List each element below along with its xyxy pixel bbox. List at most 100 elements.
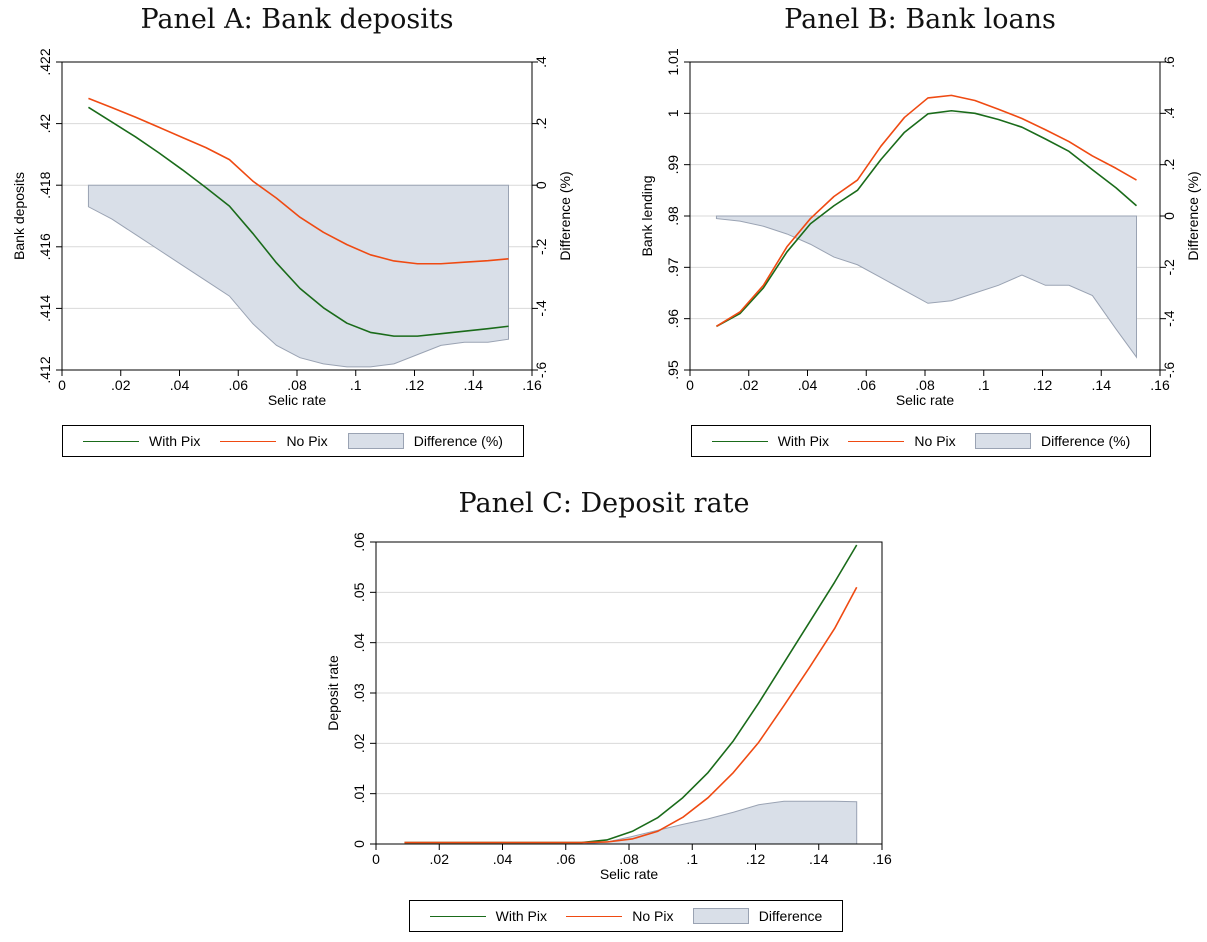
- panel-a-y-tick-label: .418: [37, 171, 53, 198]
- legend-item: Difference (%): [975, 433, 1130, 449]
- panel-a-x-tick-label: .04: [170, 377, 190, 393]
- panel-c-y-tick-label: .04: [351, 633, 367, 653]
- panel-a-y-tick-label: .412: [37, 356, 53, 383]
- panel-b-y-axis-label: Bank lending: [639, 176, 655, 257]
- panel-a-y-tick-label: .42: [37, 114, 53, 134]
- panel-b-chart: 0 .02 .04 .06 .08 .1 .12 .14 .16 Selic rate .95 .96…: [639, 48, 1201, 408]
- panel-b-x-tick-label: .14: [1092, 377, 1112, 393]
- panel-a-y2-tick-label: -.2: [533, 238, 549, 255]
- panel-b-with-pix-line: [716, 109, 1138, 328]
- legend-area-swatch: [347, 433, 404, 449]
- panel-b-y2-tick-label: -.4: [1161, 310, 1177, 327]
- legend-label: With Pix: [777, 433, 830, 449]
- panel-a-legend: With Pix No Pix Difference (%): [62, 425, 524, 457]
- legend-label: With Pix: [495, 908, 547, 924]
- panel-a-y-tick-label: .422: [37, 48, 53, 75]
- panel-b-x-tick-label: .02: [739, 377, 759, 393]
- panel-b-title: Panel B: Bank loans: [784, 4, 1056, 35]
- legend-line-swatch: [711, 440, 768, 442]
- panel-a-y-tick-label: .416: [37, 233, 53, 260]
- panel-a-x-tick-label: .06: [229, 377, 249, 393]
- panel-b-y-tick-label: 1.01: [665, 48, 681, 75]
- legend-line-swatch: [220, 440, 277, 442]
- panel-a-x-tick-label: .16: [522, 377, 542, 393]
- panel-b-difference-area: [715, 215, 1137, 359]
- panel-c-legend: With Pix No Pix Difference: [409, 900, 843, 932]
- legend-item: With Pix: [711, 433, 830, 449]
- panel-c-x-tick-label: .04: [493, 851, 513, 867]
- legend-item: No Pix: [220, 433, 328, 449]
- panel-b-x-tick-label: .06: [857, 377, 877, 393]
- panel-b-x-tick-label: .04: [798, 377, 818, 393]
- panel-b-y2-tick-label: 0: [1161, 212, 1177, 220]
- legend-item: No Pix: [848, 433, 956, 449]
- panel-c-x-tick-label: .14: [809, 851, 829, 867]
- panel-a-difference-area: [87, 184, 509, 368]
- panel-a-y2-tick-label: 0: [533, 181, 549, 189]
- panel-c-x-tick-label: .08: [619, 851, 639, 867]
- panel-c-no-pix-line: [404, 586, 858, 844]
- legend-label: Difference: [758, 908, 823, 924]
- panel-b-x-tick-label: .08: [915, 377, 935, 393]
- legend-label: Difference (%): [413, 433, 503, 449]
- panel-b-y-tick-label: .96: [665, 309, 681, 329]
- panel-c-x-axis-label: Selic rate: [600, 866, 659, 882]
- panel-a-y-axis-label: Bank deposits: [11, 172, 27, 260]
- panel-b-x-tick-label: .1: [978, 377, 990, 393]
- legend-item: Difference: [692, 908, 823, 924]
- panel-b-no-pix-line: [716, 94, 1137, 328]
- panel-c-y-tick-label: .01: [351, 784, 367, 804]
- panel-c-chart: 0 .02 .04 .06 .08 .1 .12 .14 .16 Selic rate 0 .01 .0…: [325, 532, 892, 882]
- panel-a-y2-tick-label: -.6: [533, 362, 549, 379]
- panel-b-y2-tick-label: -.6: [1161, 362, 1177, 379]
- panel-c-title: Panel C: Deposit rate: [458, 488, 750, 519]
- panel-b-y2-axis-label: Difference (%): [1185, 171, 1201, 260]
- panel-c-x-tick-label: .06: [556, 851, 576, 867]
- panel-a-x-tick-label: .08: [287, 377, 307, 393]
- panel-b-y2-tick-label: -.2: [1161, 259, 1177, 276]
- panel-b-y-tick-label: .98: [665, 206, 681, 226]
- legend-item: With Pix: [429, 908, 547, 924]
- panel-b-x-tick-label: .16: [1150, 377, 1170, 393]
- panel-c-y-tick-label: .03: [351, 683, 367, 703]
- panel-a-y2-tick-label: .4: [533, 56, 549, 68]
- legend-line-swatch: [848, 440, 905, 442]
- panel-a-title: Panel A: Bank deposits: [140, 4, 454, 35]
- panel-a-y-tick-label: .414: [37, 295, 53, 322]
- panel-c-with-pix-line: [404, 544, 858, 844]
- panel-c-y-tick-label: .05: [351, 582, 367, 602]
- panel-c-y-axis-label: Deposit rate: [325, 655, 341, 731]
- panel-b-x-tick-label: 0: [686, 377, 694, 393]
- panel-c-difference-area: [404, 800, 858, 845]
- panel-c-x-tick-label: .02: [430, 851, 450, 867]
- panel-a-y2-tick-label: -.4: [533, 300, 549, 317]
- panel-c-x-tick-label: 0: [372, 851, 380, 867]
- panel-a-x-tick-label: .02: [111, 377, 131, 393]
- panel-a-y2-tick-label: .2: [533, 118, 549, 130]
- panel-b-x-tick-label: .12: [1033, 377, 1053, 393]
- panel-b-y2-tick-label: .2: [1161, 159, 1177, 171]
- panel-c-y-tick-label: .02: [351, 733, 367, 753]
- panel-c-x-tick-label: .16: [872, 851, 892, 867]
- legend-area-swatch: [975, 433, 1032, 449]
- legend-label: No Pix: [286, 433, 328, 449]
- legend-label: Difference (%): [1041, 433, 1131, 449]
- panel-b-y-tick-label: .95: [665, 360, 681, 380]
- panel-c-x-tick-label: .12: [746, 851, 766, 867]
- legend-line-swatch: [566, 915, 623, 917]
- legend-label: No Pix: [632, 908, 674, 924]
- panel-a-x-tick-label: 0: [58, 377, 66, 393]
- panel-a-x-tick-label: .12: [405, 377, 425, 393]
- panel-a-x-tick-label: .14: [464, 377, 484, 393]
- panel-b-y2-tick-label: .4: [1161, 107, 1177, 119]
- panel-b-y-tick-label: .99: [665, 155, 681, 175]
- panel-a-chart: 0 .02 .04 .06 .08 .1 .12 .14 .16 Selic rate .412 .4…: [11, 48, 573, 408]
- legend-line-swatch: [429, 915, 486, 917]
- panel-c-x-tick-label: .1: [686, 851, 698, 867]
- panel-b-legend: With Pix No Pix Difference (%): [691, 425, 1151, 457]
- panel-a-with-pix-line: [88, 106, 509, 337]
- legend-item: Difference (%): [347, 433, 503, 449]
- panel-a-y2-axis-label: Difference (%): [557, 171, 573, 260]
- panel-a-x-tick-label: .1: [350, 377, 362, 393]
- panel-b-y2-tick-label: .6: [1161, 56, 1177, 68]
